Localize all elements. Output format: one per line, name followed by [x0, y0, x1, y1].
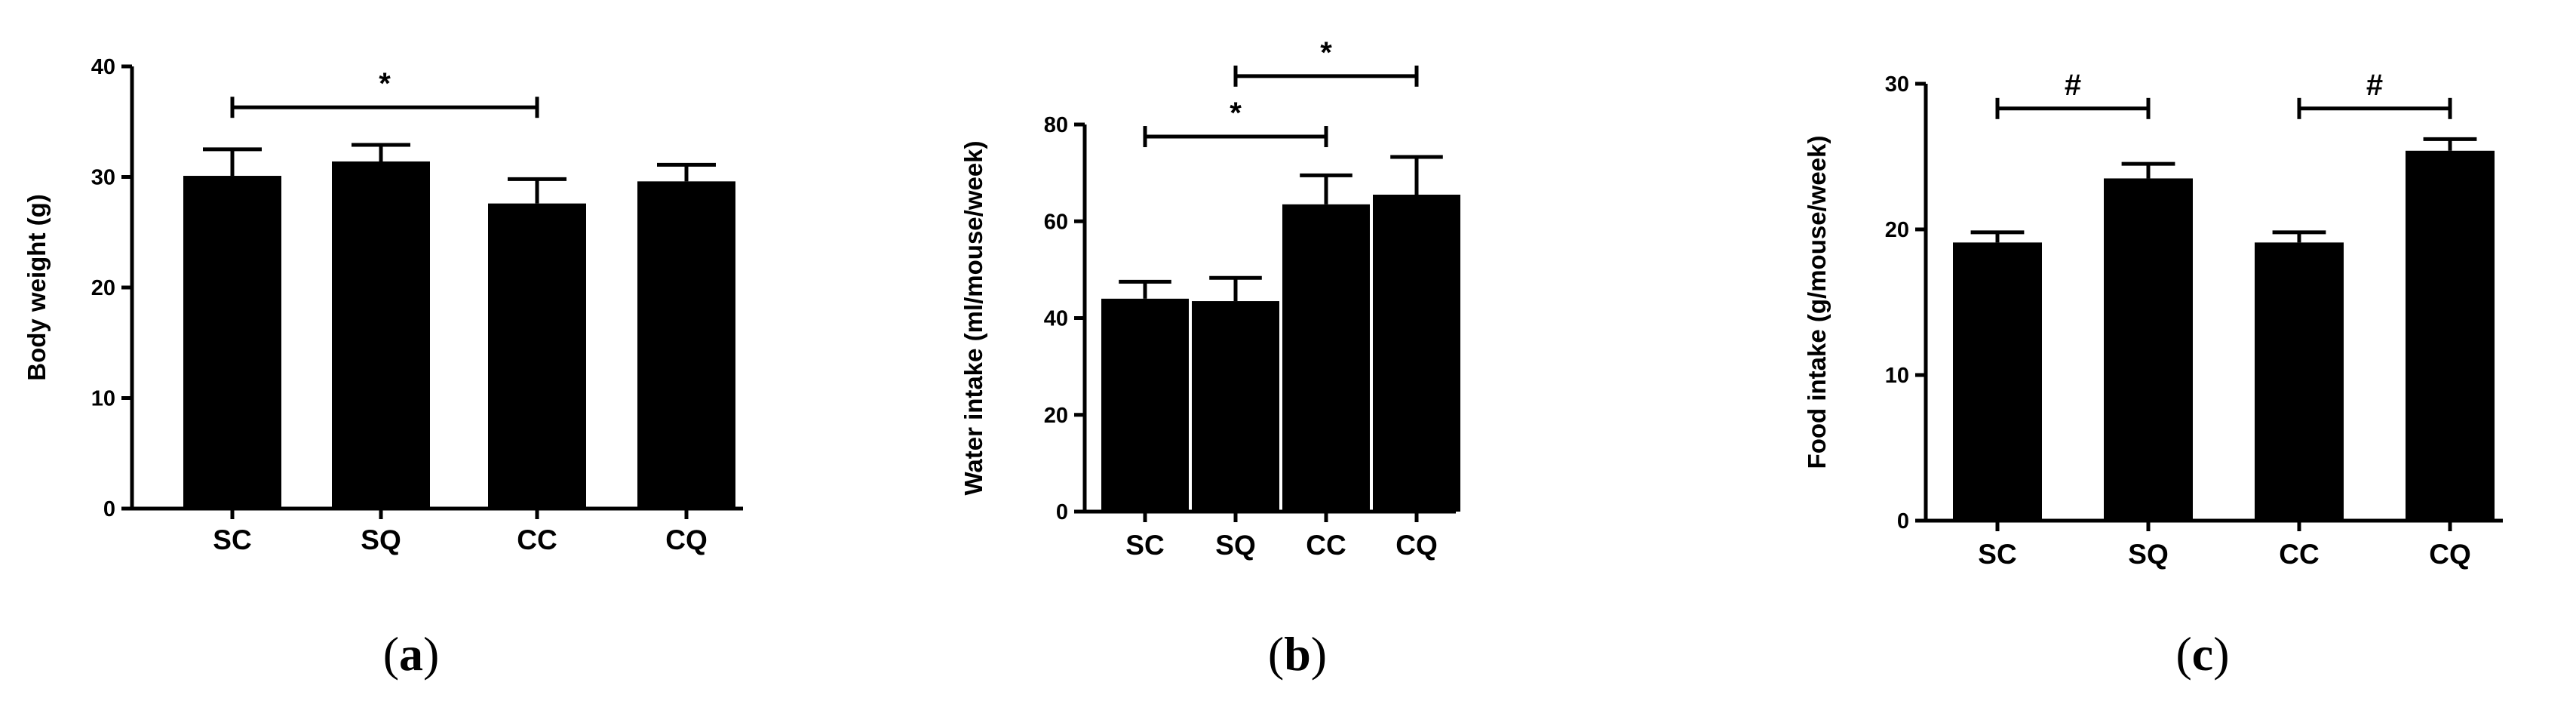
- y-tick-label: 10: [91, 387, 115, 411]
- y-axis-label: Food intake (g/mouse/week): [1803, 136, 1831, 469]
- x-tick-label: SQ: [1215, 530, 1255, 561]
- chart-panel-c: 0 10 20 30 Food intake (g/mouse/week) SC SQ CC C…: [1803, 69, 2503, 681]
- y-axis-label: Water intake (ml/mouse/week): [959, 140, 987, 495]
- y-tick-label: 10: [1885, 364, 1909, 388]
- y-tick-label: 60: [1044, 210, 1068, 234]
- y-tick-label: 40: [91, 55, 115, 79]
- panel-label: (b): [1268, 627, 1327, 681]
- bar-sc: [183, 176, 281, 509]
- panel-letter: a: [399, 627, 423, 681]
- y-tick-label: 30: [91, 166, 115, 190]
- x-tick-label: SC: [1125, 530, 1164, 561]
- bar-cc: [2255, 242, 2344, 521]
- y-tick-label: 40: [1044, 307, 1068, 331]
- panel-label: (c): [2175, 627, 2229, 681]
- bar-sq: [1192, 301, 1279, 512]
- panel-letter: c: [2192, 627, 2213, 681]
- x-tick-label: SC: [213, 524, 251, 555]
- significance-marker: #: [2366, 69, 2383, 102]
- y-axis-label: Body weight (g): [23, 194, 51, 380]
- bar-cq: [637, 181, 735, 509]
- x-tick-label: SC: [1978, 539, 2016, 570]
- y-tick-label: 0: [1897, 509, 1909, 533]
- x-tick-label: CC: [2279, 539, 2319, 570]
- panel-label: (a): [383, 627, 440, 681]
- panel-letter: b: [1284, 627, 1311, 681]
- y-tick-label: 20: [1044, 404, 1068, 428]
- significance-marker: *: [379, 67, 391, 100]
- bar-cc: [488, 203, 586, 509]
- y-tick-label: 20: [1885, 218, 1909, 242]
- chart-panel-b: 0 20 40 60 80 Water intake (ml/mouse/week) SC S…: [959, 36, 1460, 681]
- y-tick-label: 30: [1885, 72, 1909, 97]
- significance-marker: *: [1320, 36, 1332, 69]
- y-tick-label: 20: [91, 276, 115, 300]
- bar-cq: [2406, 150, 2495, 521]
- x-tick-label: CQ: [1395, 530, 1438, 561]
- y-tick-label: 80: [1044, 113, 1068, 137]
- significance-marker: #: [2065, 69, 2081, 102]
- y-tick-label: 0: [103, 497, 115, 521]
- bar-sc: [1953, 242, 2042, 521]
- x-tick-label: CC: [517, 524, 557, 555]
- bar-sq: [332, 161, 430, 509]
- x-tick-label: SQ: [361, 524, 401, 555]
- chart-panel-a: 0 10 20 30 40 Body weight (g) SC SQ CC CQ * (a): [23, 55, 743, 681]
- x-tick-label: CQ: [665, 524, 708, 555]
- x-tick-label: CC: [1306, 530, 1346, 561]
- significance-marker: *: [1230, 97, 1242, 130]
- bar-sc: [1101, 298, 1189, 512]
- bar-cq: [1373, 194, 1460, 512]
- bar-cc: [1282, 204, 1370, 512]
- bar-sq: [2104, 178, 2193, 521]
- x-tick-label: CQ: [2429, 539, 2471, 570]
- x-tick-label: SQ: [2128, 539, 2168, 570]
- y-tick-label: 0: [1056, 500, 1068, 524]
